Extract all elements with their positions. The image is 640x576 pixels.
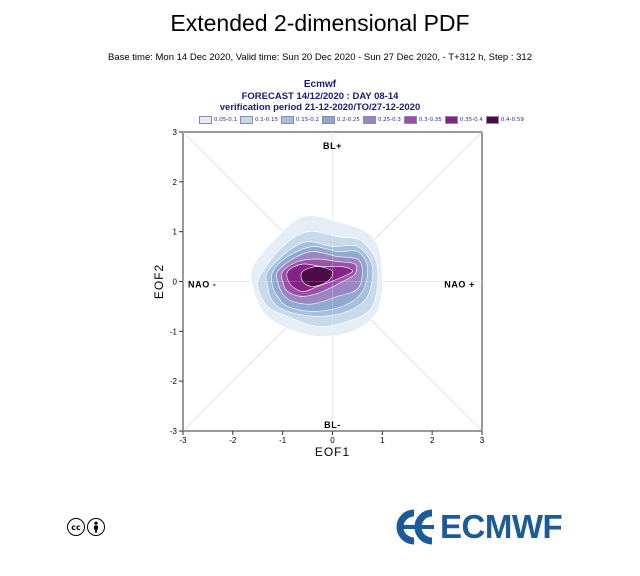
y-tick-label: -1 — [170, 327, 178, 336]
legend-item: 0.05-0.1 — [199, 116, 237, 124]
density-contour — [300, 266, 334, 287]
chart-heading-forecast: FORECAST 14/12/2020 : DAY 08-14 — [241, 91, 399, 102]
y-tick-label: -3 — [170, 427, 178, 436]
ecmwf-logo-text: ECMWF — [440, 508, 563, 545]
regime-label: BL- — [324, 420, 341, 430]
legend-item: 0.3-0.35 — [403, 116, 442, 124]
legend-label: 0.1-0.15 — [254, 117, 278, 123]
y-tick-label: 0 — [173, 278, 178, 287]
page-title: Extended 2-dimensional PDF — [170, 10, 470, 36]
x-tick-label: -2 — [229, 436, 237, 445]
legend-swatch — [239, 116, 253, 124]
chart-heading-verification: verification period 21-12-2020/TO/27-12-… — [219, 102, 421, 113]
regime-label: NAO + — [444, 280, 475, 290]
legend-item: 0.15-0.2 — [280, 116, 319, 124]
ecmwf-logo[interactable]: ECMWF — [392, 508, 563, 546]
x-tick-label: -3 — [179, 436, 187, 445]
chart-legend: 0.05-0.1 0.1-0.15 0.15-0.2 0.2-0.25 0.25-0.3… — [199, 116, 527, 124]
legend-label: 0.25-0.3 — [377, 117, 401, 123]
y-tick-label: 1 — [173, 228, 178, 237]
legend-swatch — [321, 116, 335, 124]
y-tick-label: 2 — [173, 178, 178, 187]
legend-item: 0.4-0.59 — [485, 116, 524, 124]
legend-item: 0.35-0.4 — [444, 116, 483, 124]
x-tick-label: 3 — [480, 436, 485, 445]
legend-label: 0.35-0.4 — [459, 117, 483, 123]
legend-label: 0.3-0.35 — [418, 117, 442, 123]
legend-swatch — [444, 116, 458, 124]
legend-label: 0.4-0.59 — [500, 117, 524, 123]
chart-heading-source: Ecmwf — [303, 79, 337, 90]
x-tick-label: 0 — [330, 436, 335, 445]
ecmwf-logo-mark-icon — [396, 509, 434, 545]
legend-label: 0.05-0.1 — [214, 117, 237, 123]
regime-label: BL+ — [323, 141, 342, 151]
y-tick-label: -2 — [170, 377, 178, 386]
regime-label: NAO - — [188, 280, 217, 290]
legend-swatch — [362, 116, 376, 124]
legend-label: 0.15-0.2 — [295, 117, 319, 123]
legend-swatch — [199, 116, 212, 124]
attribution-person-icon — [87, 518, 105, 536]
subtitle: Base time: Mon 14 Dec 2020, Valid time: … — [108, 52, 532, 63]
legend-swatch — [485, 116, 499, 124]
legend-swatch — [403, 116, 417, 124]
license-badge[interactable]: cc — [67, 518, 107, 536]
x-tick-label: -1 — [279, 436, 287, 445]
creative-commons-icon: cc — [67, 518, 85, 536]
legend-label: 0.2-0.25 — [336, 117, 360, 123]
x-axis-label: EOF1 — [315, 445, 350, 459]
y-axis-label: EOF2 — [152, 264, 166, 299]
legend-swatch — [280, 116, 294, 124]
x-tick-label: 1 — [380, 436, 385, 445]
y-tick-label: 3 — [173, 128, 178, 137]
legend-item: 0.25-0.3 — [362, 116, 401, 124]
x-tick-label: 2 — [430, 436, 435, 445]
legend-item: 0.1-0.15 — [239, 116, 278, 124]
legend-item: 0.2-0.25 — [321, 116, 360, 124]
